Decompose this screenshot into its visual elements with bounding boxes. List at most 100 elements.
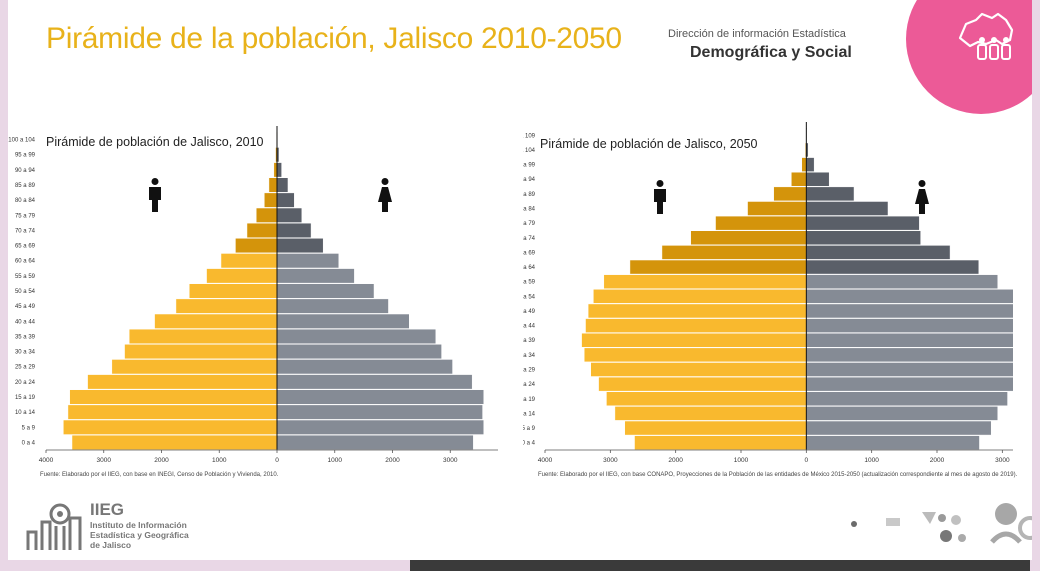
male-bar — [87, 374, 278, 390]
age-group-label: 100 a 104 — [8, 138, 35, 144]
age-group-label: 0 a 4 — [523, 441, 536, 447]
bars — [581, 122, 1013, 450]
x-tick-label: 1000 — [212, 457, 227, 464]
female-bar — [276, 313, 410, 329]
x-tick-label: 0 — [275, 457, 279, 464]
male-bar — [220, 253, 278, 269]
female-bar — [276, 253, 340, 269]
female-bar — [806, 362, 1013, 377]
x-tick-label: 2000 — [668, 457, 683, 464]
decorative-dots-icon — [851, 503, 1032, 544]
age-group-label: 50 a 54 — [523, 294, 536, 300]
male-bar — [603, 274, 807, 289]
female-bar — [806, 406, 999, 421]
male-bar — [690, 230, 807, 246]
age-group-label: 5 a 9 — [22, 425, 36, 431]
male-icon — [149, 178, 161, 212]
age-group-label: 35 a 39 — [15, 334, 36, 340]
male-bar — [590, 362, 807, 377]
x-tick-label: 4000 — [538, 457, 553, 464]
male-bar — [206, 268, 278, 284]
x-tick-label: 0 — [805, 457, 809, 464]
age-group-label: 80 a 84 — [15, 198, 36, 204]
chart-title: Pirámide de población de Jalisco, 2010 — [46, 135, 264, 149]
x-axis: 4000 3000 2000 1000 0 1000 2000 3000 — [538, 449, 1013, 464]
female-bar — [806, 201, 889, 216]
female-icon — [378, 178, 392, 212]
bars — [63, 126, 484, 450]
age-group-label: 35 a 39 — [523, 338, 536, 344]
age-group-label: 65 a 69 — [15, 244, 36, 250]
female-bar — [806, 245, 951, 260]
male-bar — [63, 419, 278, 435]
age-group-label: 85 a 89 — [15, 183, 36, 189]
x-tick-label: 3000 — [995, 457, 1010, 464]
age-group-label: 90 a 94 — [15, 168, 36, 174]
iieg-logo-icon — [26, 503, 82, 550]
male-bar — [188, 283, 278, 299]
logo-line-1: Instituto de Información — [90, 520, 187, 530]
female-bar — [276, 344, 442, 360]
chart-source-2010: Fuente: Elaborado por el IIEG, con base … — [40, 472, 279, 478]
slide-title: Pirámide de la población, Jalisco 2010-2… — [46, 22, 622, 55]
age-group-label: 95 a 99 — [523, 163, 536, 169]
female-bar — [806, 186, 855, 202]
age-group-label: 15 a 19 — [523, 397, 536, 403]
male-bar — [773, 186, 807, 202]
age-group-label: 85 a 89 — [523, 192, 536, 198]
x-tick-label: 2000 — [154, 457, 169, 464]
male-bar — [598, 376, 807, 392]
chart-source-2050: Fuente: Elaborado por el IIEG, con base … — [538, 472, 1018, 478]
age-group-label: 20 a 24 — [523, 382, 536, 388]
female-bar — [806, 376, 1013, 392]
brand-badge — [906, 0, 1032, 114]
male-bar — [235, 238, 278, 254]
male-bar — [587, 303, 807, 319]
x-tick-label: 1000 — [864, 457, 879, 464]
female-bar — [806, 259, 980, 275]
bottom-strip — [410, 560, 1030, 571]
age-group-label: 65 a 69 — [523, 250, 536, 256]
female-bar — [276, 222, 312, 238]
male-bar — [581, 332, 807, 348]
male-bar — [629, 259, 807, 275]
female-bar — [276, 298, 389, 314]
female-bar — [276, 374, 473, 390]
age-group-label: 60 a 64 — [15, 259, 36, 265]
age-group-label: 5 a 9 — [523, 426, 536, 432]
male-bar — [175, 298, 278, 314]
logo-line-2: Estadística y Geográfica — [90, 530, 189, 540]
male-bar — [264, 192, 278, 208]
logo-line-3: de Jalisco — [90, 540, 132, 550]
male-bar — [606, 391, 807, 407]
x-tick-label: 1000 — [328, 457, 343, 464]
x-tick-label: 4000 — [39, 457, 54, 464]
age-group-label: 45 a 49 — [523, 309, 536, 315]
age-group-label: 60 a 64 — [523, 265, 536, 271]
age-group-label: 55 a 59 — [523, 280, 536, 286]
age-group-label: 95 a 99 — [15, 153, 36, 159]
female-bar — [276, 162, 282, 178]
department-line-1: Dirección de información Estadística — [668, 28, 846, 40]
age-group-label: 70 a 74 — [15, 228, 36, 234]
age-group-label: 45 a 49 — [15, 304, 36, 310]
female-bar — [806, 347, 1013, 363]
age-group-label: 105 a 109 — [523, 133, 536, 139]
age-group-label: 25 a 29 — [523, 368, 536, 374]
male-bar — [128, 328, 278, 344]
female-bar — [806, 230, 921, 246]
x-tick-label: 2000 — [385, 457, 400, 464]
male-bar — [585, 318, 807, 333]
female-bar — [276, 359, 453, 375]
age-group-label: 90 a 94 — [523, 177, 536, 183]
male-bar — [111, 359, 278, 375]
male-bar — [71, 434, 278, 450]
female-bar — [276, 404, 483, 420]
age-group-label: 75 a 79 — [15, 213, 36, 219]
age-group-label: 100 a 104 — [523, 148, 536, 154]
age-group-label: 10 a 14 — [15, 410, 36, 416]
logo-name: IIEG — [90, 500, 125, 519]
slide: Pirámide de la población, Jalisco 2010-2… — [8, 0, 1032, 560]
age-group-label: 10 a 14 — [523, 411, 536, 417]
female-bar — [276, 328, 437, 344]
